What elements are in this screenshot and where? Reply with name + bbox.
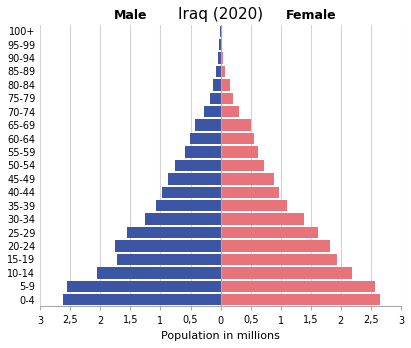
Title: Iraq (2020): Iraq (2020) (178, 7, 263, 22)
Text: Male: Male (113, 9, 147, 22)
Bar (145, 213, 221, 225)
Bar (218, 52, 221, 64)
Bar (221, 106, 239, 118)
Bar (156, 200, 221, 212)
Bar (221, 39, 222, 50)
Bar (204, 106, 221, 118)
Bar (221, 93, 233, 104)
Bar (221, 267, 352, 279)
Bar (185, 147, 221, 158)
Bar (221, 294, 380, 306)
Bar (162, 187, 221, 198)
Bar (221, 79, 230, 90)
Bar (221, 133, 254, 144)
Bar (190, 133, 221, 144)
Bar (67, 280, 221, 292)
X-axis label: Population in millions: Population in millions (161, 331, 280, 341)
Bar (220, 25, 221, 37)
Bar (127, 227, 221, 238)
Bar (117, 254, 221, 265)
Bar (221, 147, 259, 158)
Bar (115, 240, 221, 252)
Bar (221, 240, 330, 252)
Bar (221, 254, 337, 265)
Bar (175, 160, 221, 171)
Bar (221, 160, 264, 171)
Bar (221, 173, 273, 185)
Bar (219, 39, 221, 50)
Bar (195, 119, 221, 131)
Bar (63, 294, 221, 306)
Bar (221, 119, 251, 131)
Bar (213, 79, 221, 90)
Bar (210, 93, 221, 104)
Bar (221, 280, 374, 292)
Bar (221, 52, 223, 64)
Bar (221, 200, 287, 212)
Bar (221, 213, 304, 225)
Bar (221, 227, 318, 238)
Bar (221, 66, 225, 77)
Text: Female: Female (286, 9, 336, 22)
Bar (216, 66, 221, 77)
Bar (168, 173, 221, 185)
Bar (97, 267, 221, 279)
Bar (221, 187, 279, 198)
